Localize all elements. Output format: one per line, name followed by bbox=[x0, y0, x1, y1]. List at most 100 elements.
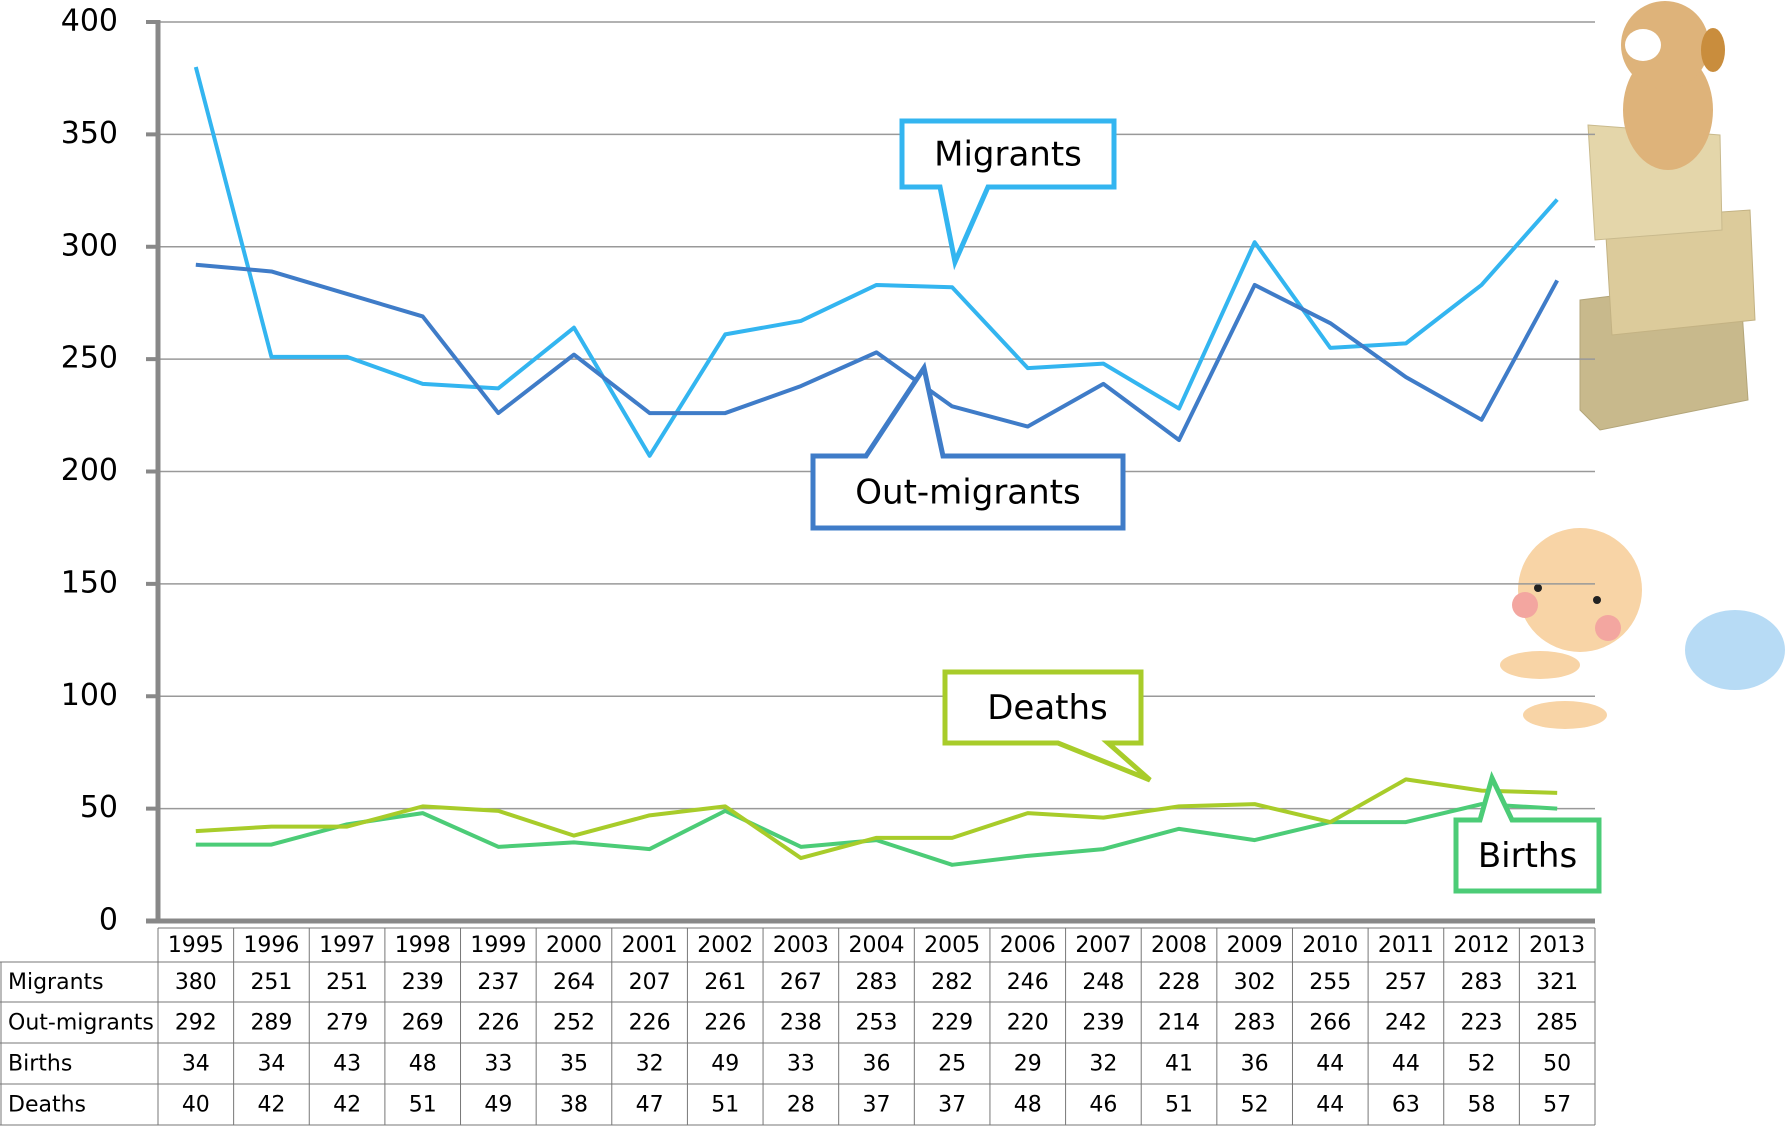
legend-label: Out-migrants bbox=[855, 473, 1080, 513]
table-cell: 248 bbox=[1082, 970, 1124, 995]
table-cell: 36 bbox=[1241, 1052, 1269, 1077]
table-cell: 283 bbox=[1234, 1011, 1276, 1036]
x-tick-label: 2013 bbox=[1529, 933, 1585, 958]
table-cell: 239 bbox=[1082, 1011, 1124, 1036]
table-cell: 269 bbox=[402, 1011, 444, 1036]
x-tick-label: 2009 bbox=[1227, 933, 1283, 958]
table-cell: 50 bbox=[1543, 1052, 1571, 1077]
table-cell: 43 bbox=[333, 1052, 361, 1077]
x-tick-label: 1999 bbox=[470, 933, 526, 958]
series-line bbox=[196, 779, 1557, 858]
table-cell: 42 bbox=[257, 1093, 285, 1118]
table-cell: 292 bbox=[175, 1011, 217, 1036]
table-cell: 51 bbox=[409, 1093, 437, 1118]
table-cell: 253 bbox=[856, 1011, 898, 1036]
table-cell: 220 bbox=[1007, 1011, 1049, 1036]
legend-label: Deaths bbox=[987, 688, 1108, 728]
table-cell: 34 bbox=[182, 1052, 210, 1077]
series-line bbox=[196, 265, 1557, 440]
y-tick-label: 100 bbox=[61, 678, 118, 713]
table-cell: 251 bbox=[326, 970, 368, 995]
x-tick-label: 2011 bbox=[1378, 933, 1434, 958]
table-cell: 321 bbox=[1536, 970, 1578, 995]
x-tick-label: 2005 bbox=[924, 933, 980, 958]
table-row-header: Migrants bbox=[8, 970, 104, 995]
table-cell: 49 bbox=[484, 1093, 512, 1118]
table-cell: 44 bbox=[1316, 1093, 1344, 1118]
x-tick-label: 2003 bbox=[773, 933, 829, 958]
table-cell: 239 bbox=[402, 970, 444, 995]
x-tick-label: 2012 bbox=[1454, 933, 1510, 958]
x-tick-label: 2000 bbox=[546, 933, 602, 958]
x-tick-label: 2006 bbox=[1000, 933, 1056, 958]
table-cell: 33 bbox=[484, 1052, 512, 1077]
x-tick-label: 1996 bbox=[243, 933, 299, 958]
table-cell: 257 bbox=[1385, 970, 1427, 995]
table-cell: 29 bbox=[1014, 1052, 1042, 1077]
table-cell: 214 bbox=[1158, 1011, 1200, 1036]
table-cell: 264 bbox=[553, 970, 595, 995]
table-cell: 32 bbox=[636, 1052, 664, 1077]
y-tick-label: 300 bbox=[61, 228, 118, 263]
table-cell: 32 bbox=[1089, 1052, 1117, 1077]
table-cell: 228 bbox=[1158, 970, 1200, 995]
table-cell: 207 bbox=[629, 970, 671, 995]
table-cell: 52 bbox=[1241, 1093, 1269, 1118]
table-cell: 35 bbox=[560, 1052, 588, 1077]
legend-label: Births bbox=[1478, 836, 1577, 876]
table-cell: 238 bbox=[780, 1011, 822, 1036]
table-cell: 44 bbox=[1316, 1052, 1344, 1077]
table-cell: 380 bbox=[175, 970, 217, 995]
x-tick-label: 1995 bbox=[168, 933, 224, 958]
table-cell: 266 bbox=[1309, 1011, 1351, 1036]
table-cell: 38 bbox=[560, 1093, 588, 1118]
table-cell: 37 bbox=[938, 1093, 966, 1118]
table-cell: 58 bbox=[1468, 1093, 1496, 1118]
x-tick-label: 2004 bbox=[849, 933, 905, 958]
table-row-header: Births bbox=[8, 1052, 72, 1077]
table-cell: 261 bbox=[704, 970, 746, 995]
table-row-header: Deaths bbox=[8, 1093, 86, 1118]
table-cell: 46 bbox=[1089, 1093, 1117, 1118]
table-cell: 52 bbox=[1468, 1052, 1496, 1077]
table-cell: 51 bbox=[1165, 1093, 1193, 1118]
table-cell: 237 bbox=[477, 970, 519, 995]
x-tick-label: 2007 bbox=[1075, 933, 1131, 958]
decoration bbox=[1500, 1, 1785, 729]
table-cell: 40 bbox=[182, 1093, 210, 1118]
table-cell: 251 bbox=[250, 970, 292, 995]
table-cell: 226 bbox=[704, 1011, 746, 1036]
y-tick-label: 200 bbox=[61, 453, 118, 488]
table-cell: 223 bbox=[1461, 1011, 1503, 1036]
table-cell: 229 bbox=[931, 1011, 973, 1036]
series-line bbox=[196, 67, 1557, 456]
table-cell: 44 bbox=[1392, 1052, 1420, 1077]
table-cell: 226 bbox=[629, 1011, 671, 1036]
table-cell: 267 bbox=[780, 970, 822, 995]
table-cell: 37 bbox=[863, 1093, 891, 1118]
x-tick-label: 2002 bbox=[697, 933, 753, 958]
x-tick-label: 1997 bbox=[319, 933, 375, 958]
y-tick-label: 0 bbox=[99, 903, 118, 938]
table-cell: 302 bbox=[1234, 970, 1276, 995]
table-cell: 285 bbox=[1536, 1011, 1578, 1036]
table-cell: 25 bbox=[938, 1052, 966, 1077]
table-cell: 283 bbox=[1461, 970, 1503, 995]
table-cell: 51 bbox=[711, 1093, 739, 1118]
table-cell: 47 bbox=[636, 1093, 664, 1118]
y-tick-label: 50 bbox=[80, 790, 118, 825]
table-cell: 246 bbox=[1007, 970, 1049, 995]
y-tick-label: 350 bbox=[61, 116, 118, 151]
x-tick-label: 1998 bbox=[395, 933, 451, 958]
table-cell: 33 bbox=[787, 1052, 815, 1077]
table-cell: 36 bbox=[863, 1052, 891, 1077]
table-cell: 41 bbox=[1165, 1052, 1193, 1077]
table-cell: 255 bbox=[1309, 970, 1351, 995]
table-cell: 226 bbox=[477, 1011, 519, 1036]
chart: 0501001502002503003504001995199619971998… bbox=[0, 0, 1786, 1129]
x-tick-label: 2010 bbox=[1302, 933, 1358, 958]
table-cell: 242 bbox=[1385, 1011, 1427, 1036]
table-cell: 279 bbox=[326, 1011, 368, 1036]
table-cell: 57 bbox=[1543, 1093, 1571, 1118]
y-tick-label: 400 bbox=[61, 4, 118, 39]
